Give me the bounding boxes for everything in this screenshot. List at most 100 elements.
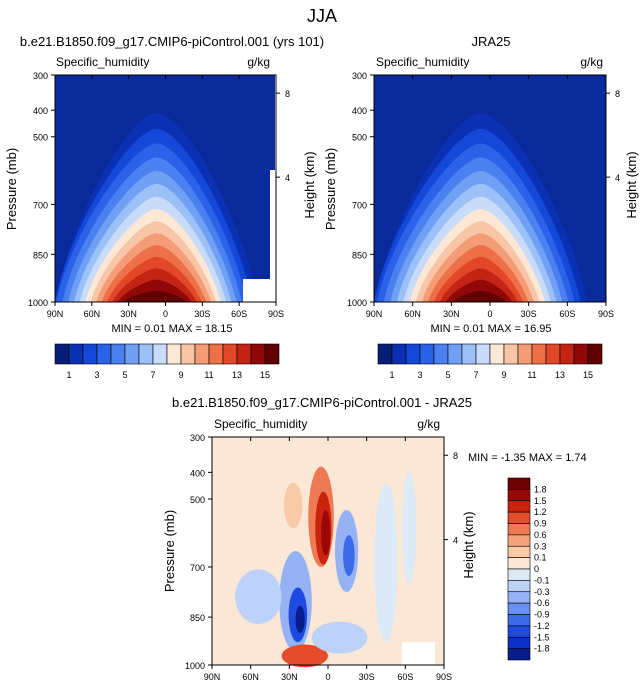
colorbar-swatch bbox=[475, 343, 491, 365]
colorbar-swatch bbox=[68, 343, 84, 365]
colorbar-swatch bbox=[507, 568, 531, 581]
colorbar-swatch bbox=[531, 343, 547, 365]
height-tick-label: 4 bbox=[453, 536, 458, 546]
y-tick-label: 850 bbox=[190, 613, 205, 623]
x-tick-label: 90S bbox=[268, 309, 284, 319]
panel-model-plot-area bbox=[54, 74, 277, 303]
colorbar-swatch bbox=[377, 343, 393, 365]
colorbar-swatch bbox=[236, 343, 252, 365]
y-tick-label: 500 bbox=[190, 495, 205, 505]
colorbar-swatch bbox=[507, 591, 531, 604]
colorbar-swatch bbox=[194, 343, 210, 365]
height-tick-label: 4 bbox=[285, 173, 290, 183]
x-tick-label: 60N bbox=[242, 672, 259, 682]
panel-obs-height-label: Height (km) bbox=[624, 151, 639, 218]
colorbar-label: 3 bbox=[94, 370, 99, 380]
y-tick-label: 500 bbox=[352, 133, 367, 143]
x-tick-label: 90N bbox=[366, 309, 383, 319]
panel-model-contour-fields bbox=[55, 112, 259, 302]
colorbar-label: 13 bbox=[232, 370, 242, 380]
colorbar-label: -1.8 bbox=[534, 644, 550, 654]
panel-model-missing-region bbox=[270, 170, 276, 280]
y-tick-label: 850 bbox=[33, 250, 48, 260]
y-tick-label: 1000 bbox=[347, 298, 367, 308]
panel-diff-title: b.e21.B1850.f09_g17.CMIP6-piControl.001 … bbox=[172, 395, 472, 410]
colorbar-swatch bbox=[507, 557, 531, 570]
colorbar-label: 1.8 bbox=[534, 484, 547, 494]
contour-blob bbox=[343, 535, 355, 577]
y-tick-label: 1000 bbox=[185, 661, 205, 671]
colorbar-swatch bbox=[507, 648, 531, 661]
panel-obs-title: JRA25 bbox=[471, 34, 510, 49]
contour-blob bbox=[281, 644, 328, 668]
panel-obs-variable-label: Specific_humidity bbox=[376, 55, 469, 69]
colorbar-swatch bbox=[419, 343, 435, 365]
x-tick-label: 90N bbox=[47, 309, 64, 319]
contour-blob bbox=[295, 605, 305, 634]
colorbar-label: 5 bbox=[122, 370, 127, 380]
colorbar-swatch bbox=[82, 343, 98, 365]
colorbar-swatch bbox=[391, 343, 407, 365]
y-tick-label: 300 bbox=[33, 71, 48, 81]
colorbar-swatch bbox=[545, 343, 561, 365]
x-tick-label: 60S bbox=[397, 672, 413, 682]
y-tick-label: 400 bbox=[190, 468, 205, 478]
panel-diff-contour-fields bbox=[235, 466, 417, 668]
colorbar-swatch bbox=[54, 343, 70, 365]
colorbar-swatch bbox=[517, 343, 533, 365]
x-tick-label: 90S bbox=[598, 309, 614, 319]
colorbar-label: 0.3 bbox=[534, 541, 547, 551]
panel-diff-y-axis: 300 400 500 700 850 1000 bbox=[185, 433, 212, 671]
panel-obs-units-label: g/kg bbox=[580, 55, 603, 69]
colorbar-swatch bbox=[559, 343, 575, 365]
panel-obs-contour-fields bbox=[374, 112, 588, 302]
panel-obs-height-axis: 84 bbox=[606, 89, 620, 183]
panel-model: b.e21.B1850.f09_g17.CMIP6-piControl.001 … bbox=[4, 34, 324, 380]
x-tick-label: 60S bbox=[559, 309, 575, 319]
panel-diff-ylabel: Pressure (mb) bbox=[162, 510, 177, 592]
colorbar-swatch bbox=[152, 343, 168, 365]
x-tick-label: 60S bbox=[231, 309, 247, 319]
colorbar-label: -0.6 bbox=[534, 598, 550, 608]
panel-diff-height-label: Height (km) bbox=[461, 511, 476, 578]
colorbar-swatch bbox=[264, 343, 280, 365]
colorbar-swatch bbox=[507, 625, 531, 638]
colorbar-label: 7 bbox=[473, 370, 478, 380]
colorbar-label: -1.2 bbox=[534, 621, 550, 631]
colorbar-swatch bbox=[507, 602, 531, 615]
x-tick-label: 30S bbox=[521, 309, 537, 319]
panel-diff-missing-region bbox=[402, 642, 435, 665]
y-tick-label: 400 bbox=[352, 106, 367, 116]
colorbar-swatch bbox=[507, 636, 531, 649]
colorbar-label: 1 bbox=[66, 370, 71, 380]
panel-obs-y-axis: 300 400 500 700 850 1000 bbox=[347, 71, 374, 308]
panel-obs: JRA25 Specific_humidity g/kg 300 400 500 7 0… bbox=[323, 34, 639, 380]
colorbar-swatch bbox=[208, 343, 224, 365]
x-tick-label: 90N bbox=[204, 672, 221, 682]
panel-model-title: b.e21.B1850.f09_g17.CMIP6-piControl.001 … bbox=[20, 34, 324, 49]
panel-diff-height-axis: 84 bbox=[444, 451, 458, 546]
colorbar-label: 0.9 bbox=[534, 519, 547, 529]
colorbar-label: 0 bbox=[534, 564, 539, 574]
colorbar-swatch bbox=[507, 580, 531, 593]
panel-obs-colorbar: 1 3 5 7 9 11 13 15 bbox=[377, 343, 603, 380]
colorbar-swatch bbox=[587, 343, 603, 365]
colorbar-swatch bbox=[250, 343, 266, 365]
colorbar-swatch bbox=[222, 343, 238, 365]
colorbar-label: -0.1 bbox=[534, 575, 550, 585]
colorbar-swatch bbox=[124, 343, 140, 365]
colorbar-label: 1.2 bbox=[534, 507, 547, 517]
page-title: JJA bbox=[307, 6, 337, 26]
colorbar-label: 13 bbox=[555, 370, 565, 380]
y-tick-label: 300 bbox=[352, 71, 367, 81]
panel-model-stats: MIN = 0.01 MAX = 18.15 bbox=[111, 323, 232, 335]
x-tick-label: 0 bbox=[487, 309, 492, 319]
x-tick-label: 60N bbox=[404, 309, 421, 319]
panel-model-height-label: Height (km) bbox=[302, 151, 317, 218]
colorbar-swatch bbox=[507, 614, 531, 627]
x-tick-label: 30N bbox=[120, 309, 137, 319]
colorbar-swatch bbox=[405, 343, 421, 365]
panel-model-variable-label: Specific_humidity bbox=[56, 55, 149, 69]
colorbar-label: 0.1 bbox=[534, 553, 547, 563]
